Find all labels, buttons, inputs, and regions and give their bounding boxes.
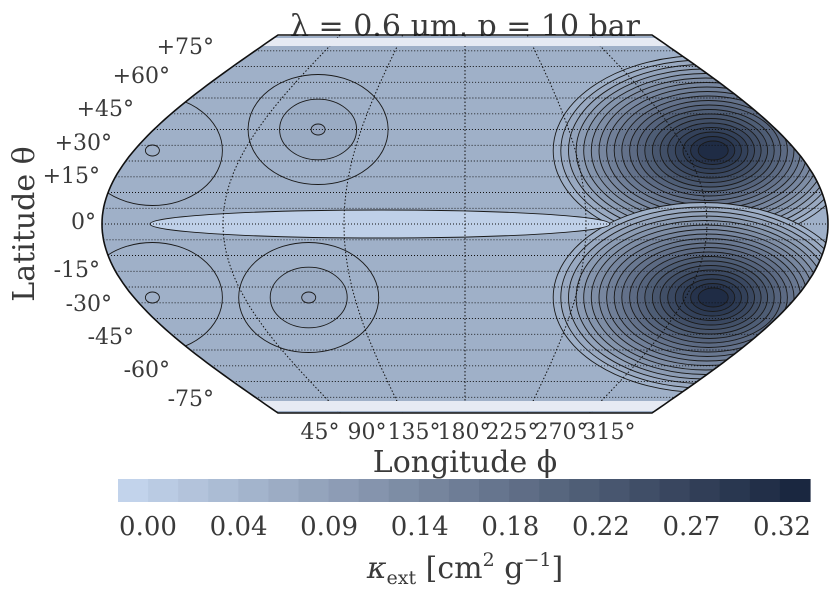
- map-area: [101, 34, 829, 414]
- colorbar: [118, 479, 811, 502]
- lat-tick-label: +15°: [43, 164, 100, 189]
- lat-tick-label: +45°: [77, 97, 134, 122]
- colorbar-tick-label: 0.00: [119, 512, 177, 542]
- lat-tick-label: -30°: [66, 292, 112, 317]
- lat-tick-label: -75°: [168, 387, 214, 412]
- field-level: [697, 140, 729, 161]
- lon-tick-label: 270°: [535, 420, 588, 445]
- field-level: [144, 291, 160, 304]
- colorbar-swatch: [328, 479, 360, 502]
- latitude-tick-labels: +75° +60° +45° +30° +15° 0° -15° -30° -4…: [43, 35, 214, 412]
- field-level: [144, 144, 160, 157]
- lon-tick-label: 135°: [388, 420, 441, 445]
- y-axis-label: Latitude θ: [7, 146, 42, 301]
- colorbar-swatch: [388, 479, 420, 502]
- colorbar-swatch: [118, 479, 149, 502]
- lon-tick-label: 180°: [438, 420, 491, 445]
- colorbar-swatch: [358, 479, 390, 502]
- lat-tick-label: +75°: [157, 35, 214, 60]
- colorbar-swatch: [298, 479, 330, 502]
- lon-tick-label: 90°: [348, 420, 387, 445]
- lat-tick-label: +60°: [113, 64, 170, 89]
- map-outline: [101, 34, 829, 414]
- field-level: [697, 287, 729, 308]
- colorbar-swatch: [178, 479, 209, 502]
- x-axis-label: Longitude ϕ: [373, 445, 557, 480]
- colorbar-swatch: [599, 479, 631, 502]
- colorbar-swatch: [448, 479, 480, 502]
- colorbar-swatch: [749, 479, 781, 502]
- lat-tick-label: -15°: [54, 258, 100, 283]
- colorbar-tick-label: 0.09: [300, 512, 358, 542]
- lon-tick-label: 315°: [583, 420, 636, 445]
- meridian-line: [222, 35, 341, 413]
- colorbar-swatch: [418, 479, 450, 502]
- longitude-tick-labels: 45° 90° 135° 180° 225° 270° 315°: [301, 420, 636, 445]
- polar-band-south: [102, 401, 828, 411]
- meridian-line: [343, 35, 404, 413]
- lon-tick-label: 45°: [301, 420, 340, 445]
- colorbar-swatch: [689, 479, 721, 502]
- lon-tick-label: 225°: [486, 420, 539, 445]
- colorbar-swatch: [148, 479, 179, 502]
- colorbar-swatch: [238, 479, 270, 502]
- colorbar-swatch: [629, 479, 661, 502]
- colorbar-swatch: [208, 479, 239, 502]
- colorbar-swatch: [509, 479, 540, 502]
- colorbar-swatch: [569, 479, 600, 502]
- lat-tick-label: +30°: [55, 131, 112, 156]
- colorbar-swatch: [779, 479, 811, 502]
- colorbar-label: κext [cm2 g−1]: [366, 549, 563, 589]
- colorbar-swatch: [479, 479, 510, 502]
- colorbar-tick-label: 0.18: [481, 512, 539, 542]
- graticule: [102, 35, 828, 413]
- colorbar-tick-labels: 0.00 0.04 0.09 0.14 0.18 0.22 0.27 0.32: [119, 512, 811, 542]
- lat-tick-label: -60°: [124, 358, 170, 383]
- lat-tick-label: 0°: [71, 210, 96, 235]
- colorbar-tick-label: 0.22: [572, 512, 630, 542]
- colorbar-swatch: [719, 479, 751, 502]
- colorbar-tick-label: 0.04: [210, 512, 268, 542]
- colorbar-tick-label: 0.27: [662, 512, 720, 542]
- colorbar-tick-label: 0.32: [753, 512, 811, 542]
- colorbar-swatch: [539, 479, 570, 502]
- field-level: [301, 291, 317, 304]
- meridian-line: [526, 35, 587, 413]
- colorbar-swatch: [659, 479, 691, 502]
- polar-band-north: [102, 38, 828, 46]
- meridian-line: [589, 35, 708, 413]
- colorbar-swatch: [268, 479, 300, 502]
- lat-tick-label: -45°: [88, 325, 134, 350]
- colorbar-tick-label: 0.14: [391, 512, 449, 542]
